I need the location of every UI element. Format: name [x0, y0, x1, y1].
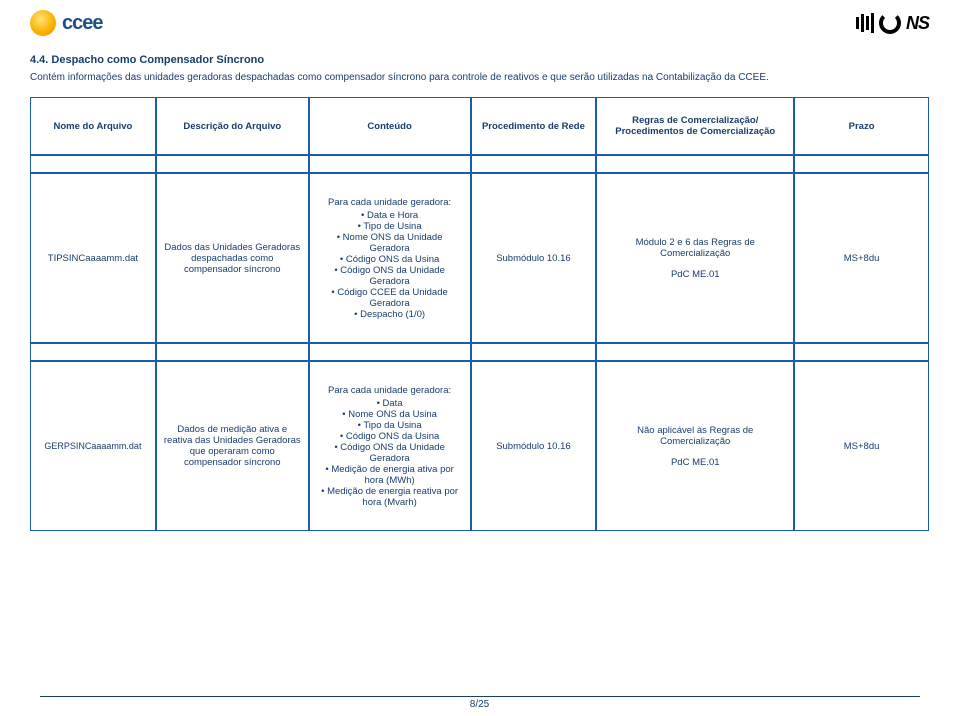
list-item: Código ONS da Unidade Geradora	[318, 265, 462, 287]
cell-nome: TIPSINCaaaamm.dat	[30, 173, 156, 343]
cell-proc-rede: Submódulo 10.16	[471, 361, 597, 531]
table-row: GERPSINCaaaamm.dat Dados de medição ativ…	[30, 361, 929, 531]
th-conteudo: Conteúdo	[309, 97, 471, 155]
th-nome: Nome do Arquivo	[30, 97, 156, 155]
cell-descricao: Dados das Unidades Geradoras despachadas…	[156, 173, 309, 343]
ons-logo-text: NS	[906, 13, 929, 34]
conteudo-list: Data Nome ONS da Usina Tipo da Usina Cód…	[316, 398, 464, 508]
list-item: Data	[318, 398, 462, 409]
cell-prazo: MS+8du	[794, 173, 929, 343]
list-item: Código ONS da Usina	[318, 254, 462, 265]
conteudo-intro: Para cada unidade geradora:	[316, 197, 464, 208]
ring-icon	[879, 12, 901, 34]
section-description: Contém informações das unidades geradora…	[30, 72, 929, 83]
list-item: Código ONS da Unidade Geradora	[318, 442, 462, 464]
list-item: Nome ONS da Usina	[318, 409, 462, 420]
cell-regras: Módulo 2 e 6 das Regras de Comercializaç…	[596, 173, 794, 343]
th-descricao: Descrição do Arquivo	[156, 97, 309, 155]
conteudo-list: Data e Hora Tipo de Usina Nome ONS da Un…	[316, 210, 464, 320]
cell-descricao: Dados de medição ativa e reativa das Uni…	[156, 361, 309, 531]
regras-line-b: PdC ME.01	[603, 269, 787, 280]
th-regras: Regras de Comercialização/ Procedimentos…	[596, 97, 794, 155]
th-prazo: Prazo	[794, 97, 929, 155]
list-item: Tipo da Usina	[318, 420, 462, 431]
cell-conteudo: Para cada unidade geradora: Data e Hora …	[309, 173, 471, 343]
th-proc-rede: Procedimento de Rede	[471, 97, 597, 155]
list-item: Medição de energia ativa por hora (MWh)	[318, 464, 462, 486]
table-header-row: Nome do Arquivo Descrição do Arquivo Con…	[30, 97, 929, 155]
sun-icon	[30, 10, 56, 36]
cell-proc-rede: Submódulo 10.16	[471, 173, 597, 343]
regras-line-a: Módulo 2 e 6 das Regras de Comercializaç…	[603, 237, 787, 259]
cell-prazo: MS+8du	[794, 361, 929, 531]
cell-conteudo: Para cada unidade geradora: Data Nome ON…	[309, 361, 471, 531]
ons-logo: NS	[856, 12, 929, 34]
list-item: Código ONS da Usina	[318, 431, 462, 442]
list-item: Tipo de Usina	[318, 221, 462, 232]
list-item: Código CCEE da Unidade Geradora	[318, 287, 462, 309]
table-row: TIPSINCaaaamm.dat Dados das Unidades Ger…	[30, 173, 929, 343]
page-header: ccee NS	[30, 10, 929, 36]
regras-line-a: Não aplicável às Regras de Comercializaç…	[603, 425, 787, 447]
list-item: Medição de energia reativa por hora (Mva…	[318, 486, 462, 508]
spacer-row	[30, 343, 929, 361]
main-table: Nome do Arquivo Descrição do Arquivo Con…	[30, 97, 929, 531]
ccee-logo-text: ccee	[62, 12, 103, 35]
regras-line-b: PdC ME.01	[603, 457, 787, 468]
spacer-row	[30, 155, 929, 173]
page-number: 8/25	[40, 696, 920, 710]
section-title: 4.4. Despacho como Compensador Síncrono	[30, 54, 929, 66]
cell-regras: Não aplicável às Regras de Comercializaç…	[596, 361, 794, 531]
conteudo-intro: Para cada unidade geradora:	[316, 385, 464, 396]
ccee-logo: ccee	[30, 10, 103, 36]
bars-icon	[856, 13, 874, 33]
list-item: Despacho (1/0)	[318, 309, 462, 320]
list-item: Data e Hora	[318, 210, 462, 221]
cell-nome: GERPSINCaaaamm.dat	[30, 361, 156, 531]
list-item: Nome ONS da Unidade Geradora	[318, 232, 462, 254]
